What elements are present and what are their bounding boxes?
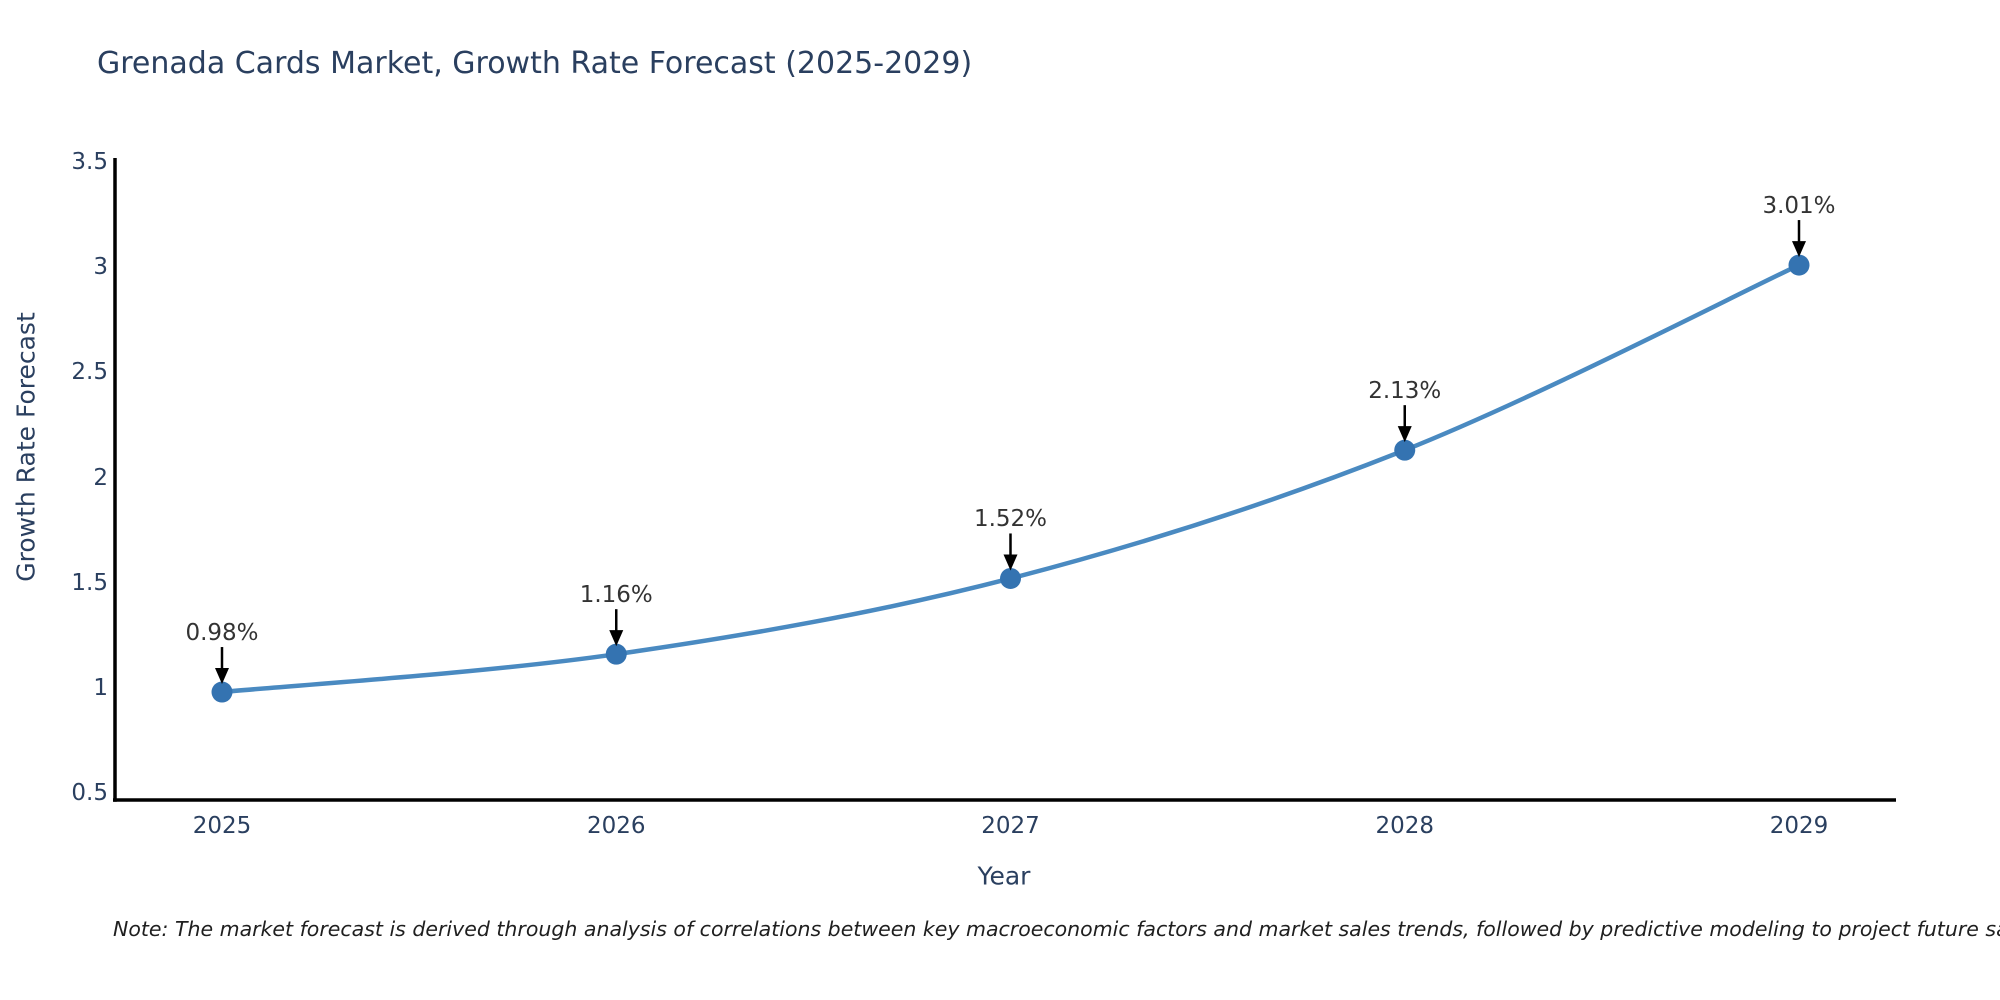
trend-line xyxy=(221,263,1800,695)
point-annotation: 1.16% xyxy=(579,582,653,609)
x-tick-label: 2026 xyxy=(586,813,646,839)
y-tick-label: 3 xyxy=(93,254,108,281)
footnote: Note: The market forecast is derived thr… xyxy=(113,917,2000,941)
point-annotation: 1.52% xyxy=(973,506,1048,533)
point-annotation: 3.01% xyxy=(1762,193,1836,220)
point-annotation: 0.98% xyxy=(185,620,259,647)
data-point-marker xyxy=(605,643,627,665)
annotation-arrowhead xyxy=(215,668,229,685)
x-axis-title: Year xyxy=(977,861,1031,891)
y-tick-label: 1 xyxy=(93,674,108,701)
y-tick-label: 0.5 xyxy=(71,780,108,806)
chart-title: Grenada Cards Market, Growth Rate Foreca… xyxy=(97,46,973,81)
data-point-marker xyxy=(211,681,233,703)
x-tick-label: 2027 xyxy=(981,813,1040,839)
y-tick-label: 1.5 xyxy=(71,569,108,596)
data-point-marker xyxy=(1788,254,1810,276)
x-tick-label: 2025 xyxy=(192,813,252,839)
x-tick-label: 2029 xyxy=(1769,813,1829,839)
point-annotation: 2.13% xyxy=(1368,378,1442,405)
y-tick-label: 2 xyxy=(93,464,108,491)
annotation-arrowhead xyxy=(1003,554,1018,571)
annotation-arrowhead xyxy=(1792,241,1806,258)
annotation-arrowhead xyxy=(609,630,624,647)
y-tick-label: 2.5 xyxy=(71,359,108,386)
data-point-marker xyxy=(1000,567,1021,589)
x-tick-label: 2028 xyxy=(1375,813,1435,839)
annotation-arrowhead xyxy=(1397,426,1412,443)
data-point-marker xyxy=(1394,439,1416,461)
y-tick-label: 3.5 xyxy=(71,149,108,175)
